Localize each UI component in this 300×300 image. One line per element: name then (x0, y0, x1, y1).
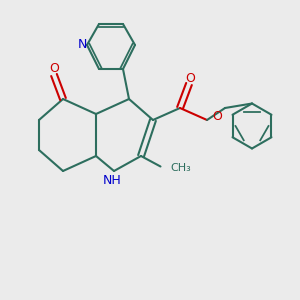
Text: N: N (78, 38, 87, 52)
Text: NH: NH (103, 173, 122, 187)
Text: O: O (49, 62, 59, 76)
Text: CH₃: CH₃ (170, 163, 191, 173)
Text: O: O (212, 110, 222, 124)
Text: O: O (186, 71, 195, 85)
